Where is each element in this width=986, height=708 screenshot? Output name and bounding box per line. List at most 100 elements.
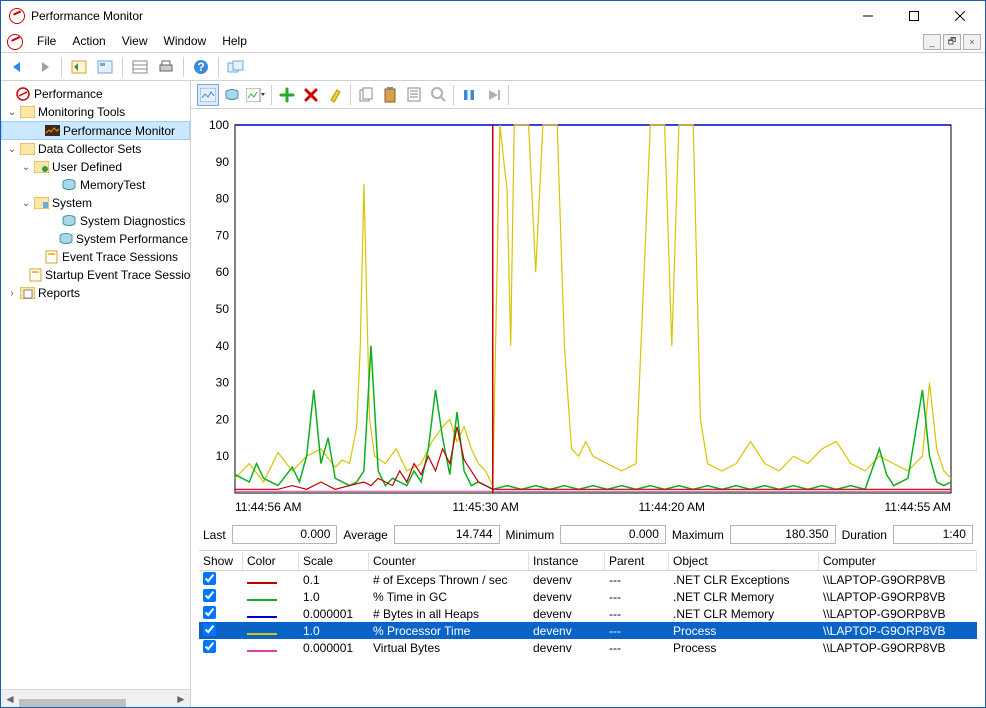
svg-text:70: 70: [216, 228, 230, 242]
tree-node-performance[interactable]: Performance: [1, 85, 190, 103]
mmc-icon: [7, 34, 23, 50]
svg-text:90: 90: [216, 155, 230, 169]
menu-help[interactable]: Help: [214, 31, 255, 52]
svg-text:?: ?: [197, 60, 204, 74]
tree-hscrollbar[interactable]: ◄►: [1, 689, 190, 707]
counter-row[interactable]: 1.0% Time in GCdevenv---.NET CLR Memory\…: [199, 588, 977, 605]
counter-computer: \\LAPTOP-G9ORP8VB: [819, 573, 977, 587]
minimize-button[interactable]: [845, 1, 891, 31]
zoom-button[interactable]: [427, 84, 449, 106]
counter-object: .NET CLR Memory: [669, 590, 819, 604]
menu-file[interactable]: File: [29, 31, 64, 52]
properties-dialog-button[interactable]: [403, 84, 425, 106]
tree-node-system-diagnostics[interactable]: System Diagnostics: [1, 212, 190, 230]
counter-name: % Time in GC: [369, 590, 529, 604]
view-log-data-button[interactable]: [221, 84, 243, 106]
header-parent[interactable]: Parent: [605, 552, 669, 570]
help-button[interactable]: ?: [190, 56, 212, 78]
freeze-display-button[interactable]: [458, 84, 480, 106]
counter-computer: \\LAPTOP-G9ORP8VB: [819, 607, 977, 621]
add-counter-button[interactable]: [276, 84, 298, 106]
tree-node-system-performance[interactable]: System Performance: [1, 230, 190, 248]
svg-text:100: 100: [209, 119, 229, 132]
tree-node-startup-event-trace[interactable]: Startup Event Trace Sessions: [1, 266, 190, 284]
header-computer[interactable]: Computer: [819, 552, 977, 570]
svg-text:50: 50: [216, 302, 230, 316]
tree-node-performance-monitor[interactable]: Performance Monitor: [1, 121, 190, 140]
tree-node-monitoring-tools[interactable]: ⌄ Monitoring Tools: [1, 103, 190, 121]
menu-bar: File Action View Window Help _ 🗗 ×: [1, 31, 985, 53]
maximum-value: 180.350: [730, 525, 836, 544]
tree-node-system[interactable]: ⌄ System: [1, 194, 190, 212]
counter-show-checkbox[interactable]: [203, 623, 216, 636]
close-button[interactable]: [937, 1, 983, 31]
header-instance[interactable]: Instance: [529, 552, 605, 570]
counter-row[interactable]: 0.1# of Exceps Thrown / secdevenv---.NET…: [199, 571, 977, 588]
header-counter[interactable]: Counter: [369, 552, 529, 570]
counter-object: .NET CLR Memory: [669, 607, 819, 621]
counter-show-checkbox[interactable]: [203, 640, 216, 653]
menu-view[interactable]: View: [114, 31, 156, 52]
mdi-minimize-button[interactable]: _: [923, 34, 941, 50]
view-data-button[interactable]: [129, 56, 151, 78]
new-window-button[interactable]: [225, 56, 247, 78]
tree-node-memory-test[interactable]: MemoryTest: [1, 176, 190, 194]
tree-node-user-defined[interactable]: ⌄ User Defined: [1, 158, 190, 176]
svg-text:30: 30: [216, 376, 230, 390]
counter-show-checkbox[interactable]: [203, 589, 216, 602]
counter-instance: devenv: [529, 573, 605, 587]
counter-instance: devenv: [529, 607, 605, 621]
counter-row[interactable]: 0.000001Virtual Bytesdevenv---Process\\L…: [199, 639, 977, 656]
counter-parent: ---: [605, 590, 669, 604]
tree-panel: Performance ⌄ Monitoring Tools Performan…: [1, 81, 191, 707]
right-panel: 10203040506070809010011:44:56 AM11:45:30…: [191, 81, 985, 707]
counter-show-checkbox[interactable]: [203, 606, 216, 619]
counter-name: # of Exceps Thrown / sec: [369, 573, 529, 587]
update-data-button[interactable]: [482, 84, 504, 106]
svg-text:60: 60: [216, 265, 230, 279]
delete-counter-button[interactable]: [300, 84, 322, 106]
tree-node-event-trace-sessions[interactable]: Event Trace Sessions: [1, 248, 190, 266]
counter-scale: 1.0: [299, 624, 369, 638]
copy-properties-button[interactable]: [355, 84, 377, 106]
counter-color-swatch: [247, 599, 277, 601]
counter-row[interactable]: 1.0% Processor Timedevenv---Process\\LAP…: [199, 622, 977, 639]
header-scale[interactable]: Scale: [299, 552, 369, 570]
forward-button[interactable]: [33, 56, 55, 78]
duration-label: Duration: [842, 528, 887, 542]
mdi-close-button[interactable]: ×: [963, 34, 981, 50]
counter-color-swatch: [247, 616, 277, 618]
maximize-button[interactable]: [891, 1, 937, 31]
counter-row[interactable]: 0.000001# Bytes in all Heapsdevenv---.NE…: [199, 605, 977, 622]
perfmon-app-icon: [9, 8, 25, 24]
svg-text:80: 80: [216, 192, 230, 206]
counter-parent: ---: [605, 607, 669, 621]
counter-object: Process: [669, 641, 819, 655]
menu-window[interactable]: Window: [156, 31, 215, 52]
properties-button[interactable]: [94, 56, 116, 78]
header-show[interactable]: Show: [199, 552, 243, 570]
back-button[interactable]: [7, 56, 29, 78]
counter-show-checkbox[interactable]: [203, 572, 216, 585]
tree-node-data-collector-sets[interactable]: ⌄ Data Collector Sets: [1, 140, 190, 158]
change-graph-type-button[interactable]: [245, 84, 267, 106]
view-current-activity-button[interactable]: [197, 84, 219, 106]
counter-parent: ---: [605, 641, 669, 655]
counter-list-header[interactable]: Show Color Scale Counter Instance Parent…: [199, 551, 977, 571]
print-button[interactable]: [155, 56, 177, 78]
svg-text:11:44:55 AM: 11:44:55 AM: [885, 500, 952, 514]
tree-node-reports[interactable]: › Reports: [1, 284, 190, 302]
highlight-button[interactable]: [324, 84, 346, 106]
stats-row: Last 0.000 Average 14.744 Minimum 0.000 …: [191, 523, 985, 550]
mdi-restore-button[interactable]: 🗗: [943, 34, 961, 50]
svg-text:20: 20: [216, 412, 230, 426]
header-object[interactable]: Object: [669, 552, 819, 570]
paste-counter-list-button[interactable]: [379, 84, 401, 106]
menu-action[interactable]: Action: [64, 31, 113, 52]
counter-scale: 0.000001: [299, 607, 369, 621]
counter-color-swatch: [247, 582, 277, 584]
header-color[interactable]: Color: [243, 552, 299, 570]
counter-instance: devenv: [529, 590, 605, 604]
perfmon-line-chart[interactable]: 10203040506070809010011:44:56 AM11:45:30…: [197, 119, 973, 519]
show-hide-tree-button[interactable]: [68, 56, 90, 78]
